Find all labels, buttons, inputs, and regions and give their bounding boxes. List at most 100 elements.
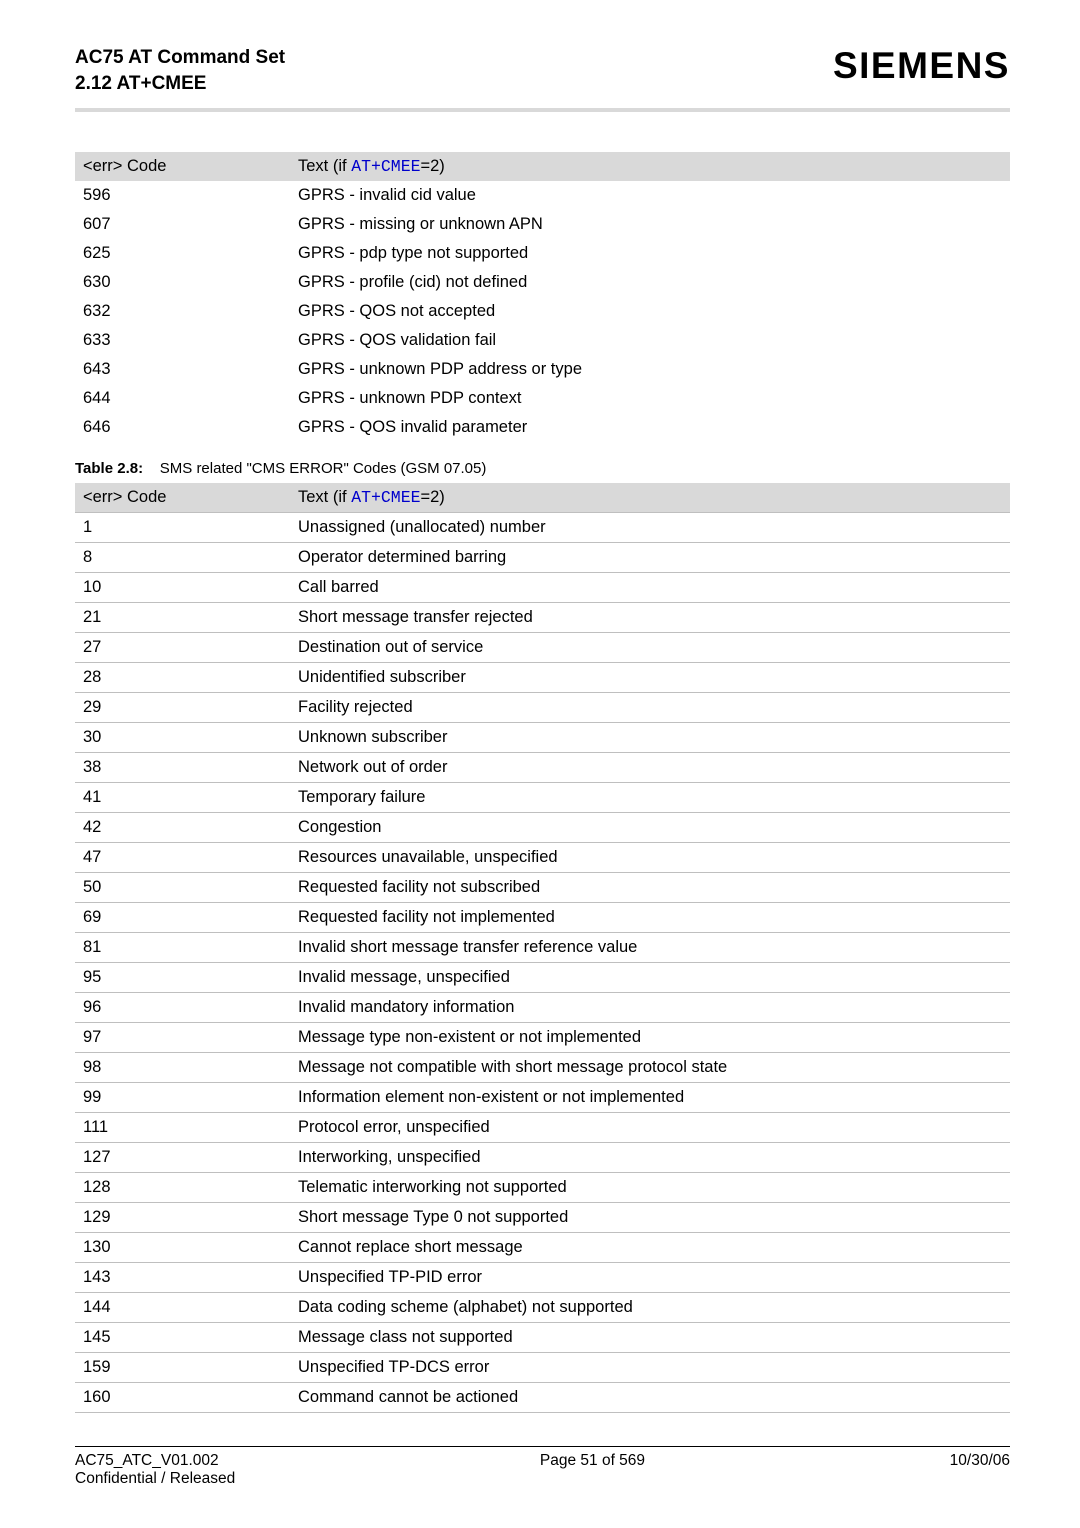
- header-text-suffix: =2): [421, 488, 445, 506]
- error-text: GPRS - unknown PDP address or type: [290, 355, 1010, 384]
- error-code: 38: [75, 753, 290, 783]
- table-row: 625GPRS - pdp type not supported: [75, 239, 1010, 268]
- at-cmee-link[interactable]: AT+CMEE: [351, 157, 420, 176]
- table-row: 111Protocol error, unspecified: [75, 1113, 1010, 1143]
- table-row: 97Message type non-existent or not imple…: [75, 1023, 1010, 1053]
- error-text: Protocol error, unspecified: [290, 1113, 1010, 1143]
- error-code: 596: [75, 181, 290, 210]
- table-row: 145Message class not supported: [75, 1323, 1010, 1353]
- error-code: 10: [75, 573, 290, 603]
- error-text: Unidentified subscriber: [290, 663, 1010, 693]
- error-code: 111: [75, 1113, 290, 1143]
- error-code: 625: [75, 239, 290, 268]
- table-row: 99Information element non-existent or no…: [75, 1083, 1010, 1113]
- table-row: 28Unidentified subscriber: [75, 663, 1010, 693]
- error-code: 98: [75, 1053, 290, 1083]
- table-row: 144Data coding scheme (alphabet) not sup…: [75, 1293, 1010, 1323]
- error-text: Unspecified TP-PID error: [290, 1263, 1010, 1293]
- doc-title: AC75 AT Command Set: [75, 45, 285, 71]
- error-code: 99: [75, 1083, 290, 1113]
- error-code: 145: [75, 1323, 290, 1353]
- error-code: 144: [75, 1293, 290, 1323]
- caption-label: Table 2.8:: [75, 460, 143, 477]
- table-row: 21Short message transfer rejected: [75, 603, 1010, 633]
- error-text: Interworking, unspecified: [290, 1143, 1010, 1173]
- table-row: 633GPRS - QOS validation fail: [75, 326, 1010, 355]
- table-row: 42Congestion: [75, 813, 1010, 843]
- table-row: 41Temporary failure: [75, 783, 1010, 813]
- table-caption: Table 2.8: SMS related "CMS ERROR" Codes…: [75, 460, 1010, 477]
- error-code: 81: [75, 933, 290, 963]
- error-code: 633: [75, 326, 290, 355]
- error-text: Unknown subscriber: [290, 723, 1010, 753]
- table-row: 27Destination out of service: [75, 633, 1010, 663]
- error-text: Data coding scheme (alphabet) not suppor…: [290, 1293, 1010, 1323]
- error-text: Resources unavailable, unspecified: [290, 843, 1010, 873]
- error-text: Congestion: [290, 813, 1010, 843]
- error-text: Invalid message, unspecified: [290, 963, 1010, 993]
- table-row: 127Interworking, unspecified: [75, 1143, 1010, 1173]
- error-text: Telematic interworking not supported: [290, 1173, 1010, 1203]
- table-row: 643GPRS - unknown PDP address or type: [75, 355, 1010, 384]
- error-text: Unspecified TP-DCS error: [290, 1353, 1010, 1383]
- header-text-suffix: =2): [421, 157, 445, 175]
- table-row: 596GPRS - invalid cid value: [75, 181, 1010, 210]
- error-code: 96: [75, 993, 290, 1023]
- table-row: 96Invalid mandatory information: [75, 993, 1010, 1023]
- col-header-code: <err> Code: [75, 483, 290, 513]
- footer-page: Page 51 of 569: [235, 1452, 949, 1488]
- table-row: 38Network out of order: [75, 753, 1010, 783]
- error-code: 160: [75, 1383, 290, 1413]
- error-code: 69: [75, 903, 290, 933]
- error-code: 21: [75, 603, 290, 633]
- header-text-prefix: Text (if: [298, 488, 351, 506]
- table-row: 95Invalid message, unspecified: [75, 963, 1010, 993]
- error-code: 630: [75, 268, 290, 297]
- table-row: 69Requested facility not implemented: [75, 903, 1010, 933]
- error-text: Unassigned (unallocated) number: [290, 513, 1010, 543]
- error-code: 50: [75, 873, 290, 903]
- error-code: 27: [75, 633, 290, 663]
- error-text: GPRS - profile (cid) not defined: [290, 268, 1010, 297]
- error-code: 129: [75, 1203, 290, 1233]
- error-code: 644: [75, 384, 290, 413]
- error-code: 607: [75, 210, 290, 239]
- error-text: Call barred: [290, 573, 1010, 603]
- error-code: 632: [75, 297, 290, 326]
- error-text: Facility rejected: [290, 693, 1010, 723]
- error-text: Information element non-existent or not …: [290, 1083, 1010, 1113]
- table-row: 632GPRS - QOS not accepted: [75, 297, 1010, 326]
- table-row: 98Message not compatible with short mess…: [75, 1053, 1010, 1083]
- brand-logo: SIEMENS: [833, 45, 1010, 87]
- error-code: 95: [75, 963, 290, 993]
- error-code: 143: [75, 1263, 290, 1293]
- table-row: 10Call barred: [75, 573, 1010, 603]
- header-text-prefix: Text (if: [298, 157, 351, 175]
- col-header-text: Text (if AT+CMEE=2): [290, 483, 1010, 513]
- doc-subtitle: 2.12 AT+CMEE: [75, 71, 285, 97]
- error-text: GPRS - pdp type not supported: [290, 239, 1010, 268]
- table-row: 143Unspecified TP-PID error: [75, 1263, 1010, 1293]
- at-cmee-link[interactable]: AT+CMEE: [351, 488, 420, 507]
- header-left: AC75 AT Command Set 2.12 AT+CMEE: [75, 45, 285, 96]
- table-row: 81Invalid short message transfer referen…: [75, 933, 1010, 963]
- error-text: Command cannot be actioned: [290, 1383, 1010, 1413]
- error-text: GPRS - invalid cid value: [290, 181, 1010, 210]
- table-row: 129Short message Type 0 not supported: [75, 1203, 1010, 1233]
- error-code: 30: [75, 723, 290, 753]
- table-row: 30Unknown subscriber: [75, 723, 1010, 753]
- error-code: 159: [75, 1353, 290, 1383]
- error-text: Destination out of service: [290, 633, 1010, 663]
- footer-confidential: Confidential / Released: [75, 1470, 235, 1487]
- table-row: 128Telematic interworking not supported: [75, 1173, 1010, 1203]
- error-text: Operator determined barring: [290, 543, 1010, 573]
- footer-date: 10/30/06: [950, 1452, 1010, 1488]
- error-text: GPRS - QOS invalid parameter: [290, 413, 1010, 442]
- error-code: 646: [75, 413, 290, 442]
- table-row: 607GPRS - missing or unknown APN: [75, 210, 1010, 239]
- error-text: GPRS - unknown PDP context: [290, 384, 1010, 413]
- col-header-code: <err> Code: [75, 152, 290, 181]
- error-code: 29: [75, 693, 290, 723]
- error-text: Cannot replace short message: [290, 1233, 1010, 1263]
- footer-version: AC75_ATC_V01.002: [75, 1452, 219, 1469]
